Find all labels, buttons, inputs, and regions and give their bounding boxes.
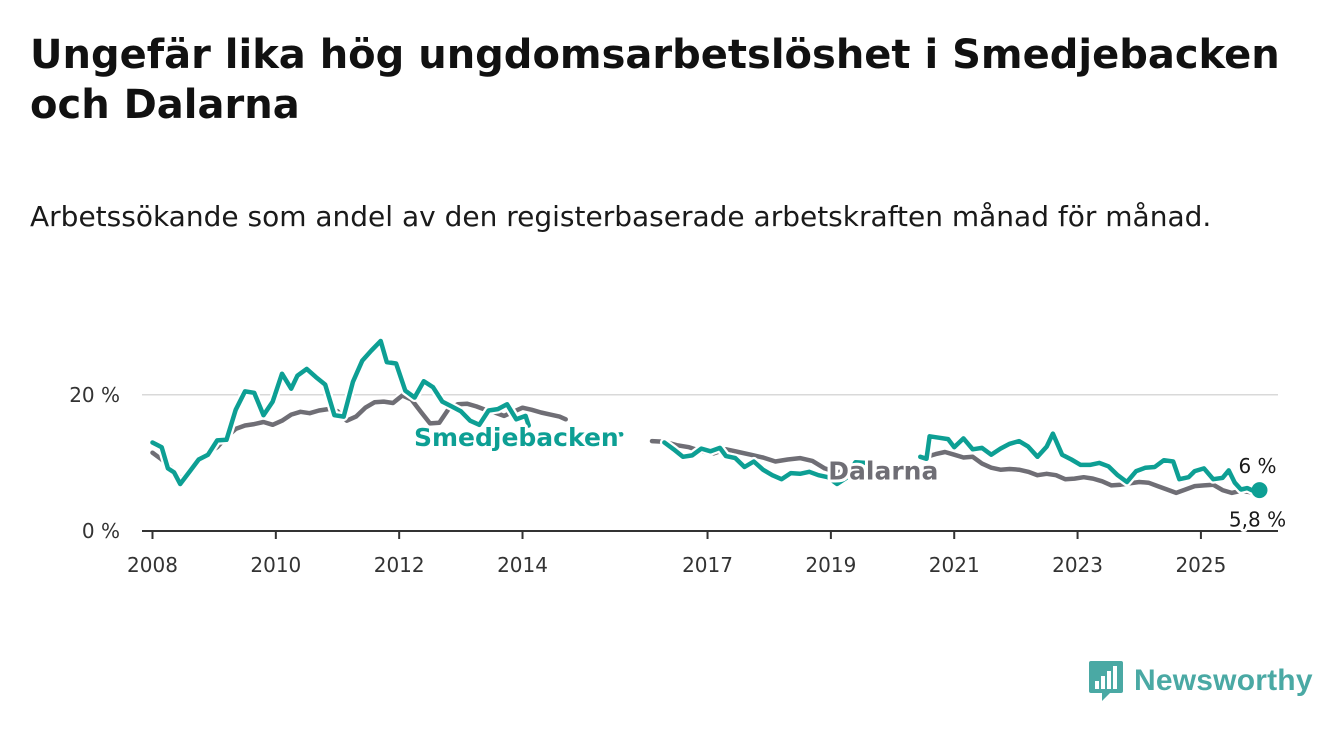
- y-tick-label: 20 %: [69, 383, 120, 407]
- smedjebacken-line-halo: [148, 336, 534, 489]
- x-tick-label: 2021: [929, 553, 980, 577]
- dalarna-line: [924, 449, 1262, 496]
- dalarna-end-value: 5,8 %: [1229, 508, 1286, 532]
- smedjebacken-line: [662, 440, 868, 487]
- smedjebacken-label-halo: Smedjebacken: [414, 423, 619, 452]
- smedjebacken-end-marker: [1251, 482, 1268, 499]
- x-tick-label: 2019: [805, 553, 856, 577]
- x-tick-label: 2010: [250, 553, 301, 577]
- dalarna-end-value-halo: 5,8 %: [1229, 508, 1286, 532]
- dalarna-line: [649, 438, 852, 475]
- x-tick-label: 2008: [127, 553, 178, 577]
- chart-subtitle: Arbetssökande som andel av den registerb…: [30, 200, 1212, 233]
- smedjebacken-line: [918, 431, 1262, 494]
- line-chart: 0 % 20 % 2008 2010 2012 2014 2017 2019 2021 2023…: [69, 336, 1289, 577]
- smedjebacken-end-value-halo: 6 %: [1238, 454, 1276, 478]
- smedjebacken-end-value: 6 %: [1238, 454, 1276, 478]
- x-tick-label: 2017: [682, 553, 733, 577]
- x-tick-label: 2025: [1175, 553, 1226, 577]
- smedjebacken-line: [612, 432, 624, 438]
- x-tick-label: 2012: [374, 553, 425, 577]
- brand-name: Newsworthy: [1134, 664, 1313, 697]
- y-tick-label: 0 %: [82, 519, 120, 543]
- dalarna-label-halo: Dalarna: [828, 456, 938, 485]
- smedjebacken-line: [150, 338, 531, 487]
- x-tick-label: 2014: [497, 553, 548, 577]
- brand-logo: Newsworthy: [1088, 659, 1313, 703]
- series-lines: [148, 336, 1268, 499]
- dalarna-label: Dalarna: [828, 456, 938, 485]
- y-axis: 0 % 20 %: [69, 383, 120, 543]
- x-tick-label: 2023: [1052, 553, 1103, 577]
- chart-title: Ungefär lika hög ungdomsarbetslöshet i S…: [30, 32, 1280, 128]
- x-axis: 2008 2010 2012 2014 2017 2019 2021 2023 2025: [127, 530, 1278, 577]
- bar-chart-bubble-icon: [1089, 661, 1123, 701]
- smedjebacken-label: Smedjebacken: [414, 423, 619, 452]
